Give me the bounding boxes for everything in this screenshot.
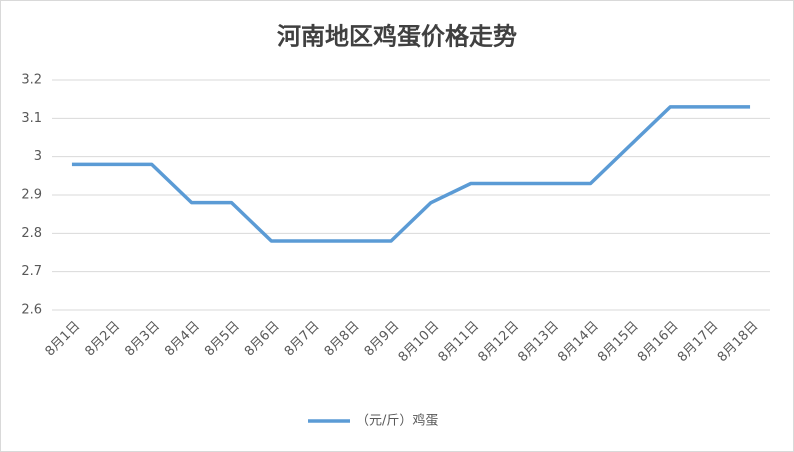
y-tick-label: 2.8 [21,226,42,241]
y-tick-label: 3.1 [21,111,42,126]
data-line [71,105,751,243]
y-tick-label: 2.9 [21,188,42,203]
chart-title: 河南地区鸡蛋价格走势 [277,22,517,51]
legend-label: （元/斤）鸡蛋 [356,413,438,429]
y-tick-label: 2.6 [21,303,42,318]
y-tick-label: 3 [34,149,42,164]
y-tick-label: 2.7 [21,264,42,279]
y-tick-label: 3.2 [21,73,42,88]
